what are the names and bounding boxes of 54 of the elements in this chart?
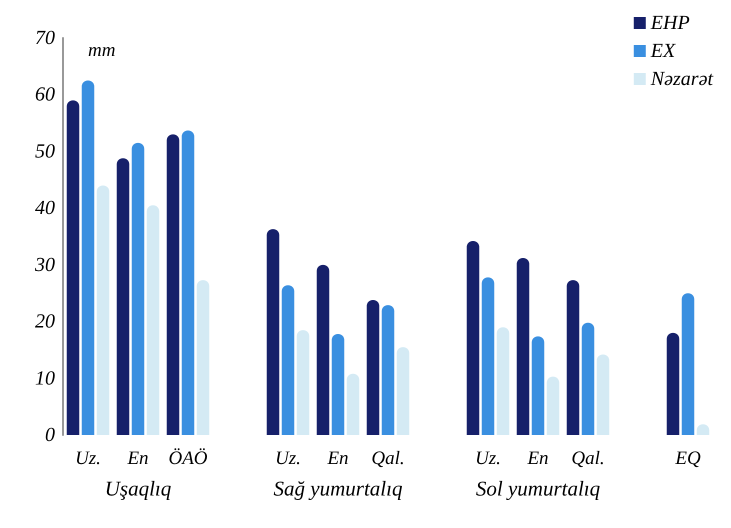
bar — [396, 347, 410, 435]
bar — [146, 205, 160, 435]
bar — [316, 264, 330, 435]
x-tick-label: En — [526, 448, 549, 469]
x-tick-label: Uz. — [475, 448, 501, 469]
x-tick-label: En — [326, 448, 349, 469]
bar — [96, 185, 110, 435]
bar — [332, 334, 344, 435]
text: Sağ yumurtalıq — [274, 476, 403, 500]
bar — [132, 142, 144, 435]
x-tick-label: Uz. — [275, 448, 301, 469]
bar — [596, 354, 610, 435]
bar — [166, 134, 180, 435]
y-tick-label: 10 — [35, 367, 55, 390]
bar — [182, 130, 194, 435]
bar — [82, 80, 94, 435]
bar — [532, 336, 544, 435]
bar — [382, 305, 394, 435]
bar — [582, 322, 594, 435]
bar — [496, 327, 510, 435]
legend-label: EX — [650, 40, 676, 62]
x-tick-label: Qal. — [571, 448, 605, 469]
y-tick-label: 70 — [35, 27, 55, 49]
bar — [666, 332, 680, 435]
y-axis-title: mm — [88, 40, 116, 61]
bar — [116, 158, 130, 435]
y-tick-label: 30 — [34, 254, 55, 276]
text: Sol yumurtalıq — [476, 476, 601, 500]
y-tick-label: 50 — [35, 140, 55, 162]
x-tick-label: En — [126, 448, 149, 469]
bar — [66, 100, 80, 435]
bar — [516, 258, 530, 435]
bar — [266, 229, 280, 435]
bar — [482, 277, 494, 435]
x-tick-label: Qal. — [371, 448, 405, 469]
x-tick-label: Uz. — [75, 448, 101, 469]
x-tick-label: ÖAÖ — [168, 448, 208, 469]
bar — [466, 241, 480, 435]
y-tick-label: 0 — [45, 424, 55, 446]
bar — [346, 374, 360, 435]
legend-label: Nəzarət — [650, 68, 714, 90]
bar — [296, 330, 310, 435]
y-tick-label: 60 — [35, 84, 55, 106]
bar — [546, 376, 560, 435]
x-tick-label: EQ — [674, 448, 701, 469]
legend-label: EHP — [650, 12, 690, 34]
y-tick-label: 40 — [35, 197, 55, 220]
bar — [282, 285, 294, 435]
y-tick-label: 20 — [35, 310, 55, 333]
text: Uşaqlıq — [104, 476, 172, 500]
bar — [196, 280, 210, 435]
bar — [682, 293, 694, 435]
bar — [366, 300, 380, 435]
bar — [566, 280, 580, 435]
